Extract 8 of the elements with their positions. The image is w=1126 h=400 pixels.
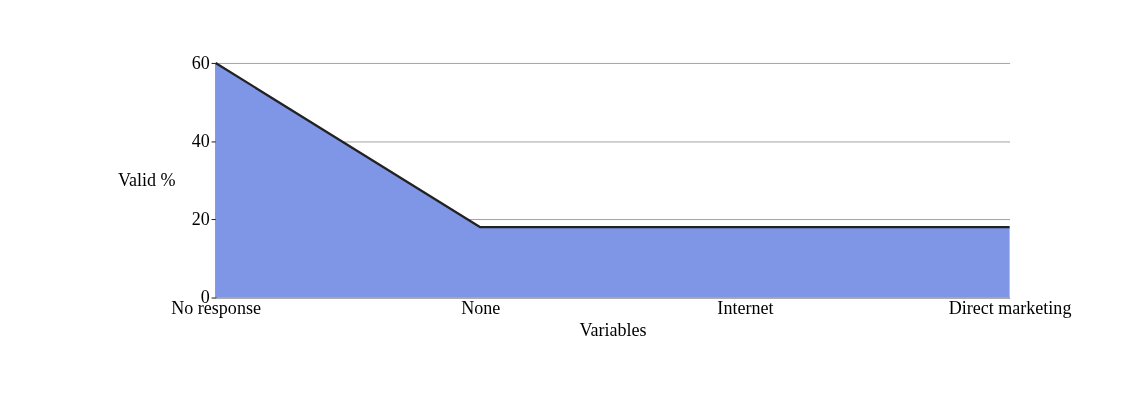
y-tick-label: 40 bbox=[191, 131, 210, 152]
y-tick-label: 20 bbox=[191, 209, 210, 230]
x-tick-label: None bbox=[461, 298, 501, 319]
x-axis-title: Variables bbox=[579, 319, 647, 340]
y-axis-title: Valid % bbox=[117, 170, 176, 191]
x-tick-label: Direct marketing bbox=[948, 298, 1072, 319]
y-tick-label: 60 bbox=[191, 52, 210, 73]
x-tick-label: Internet bbox=[717, 298, 774, 319]
